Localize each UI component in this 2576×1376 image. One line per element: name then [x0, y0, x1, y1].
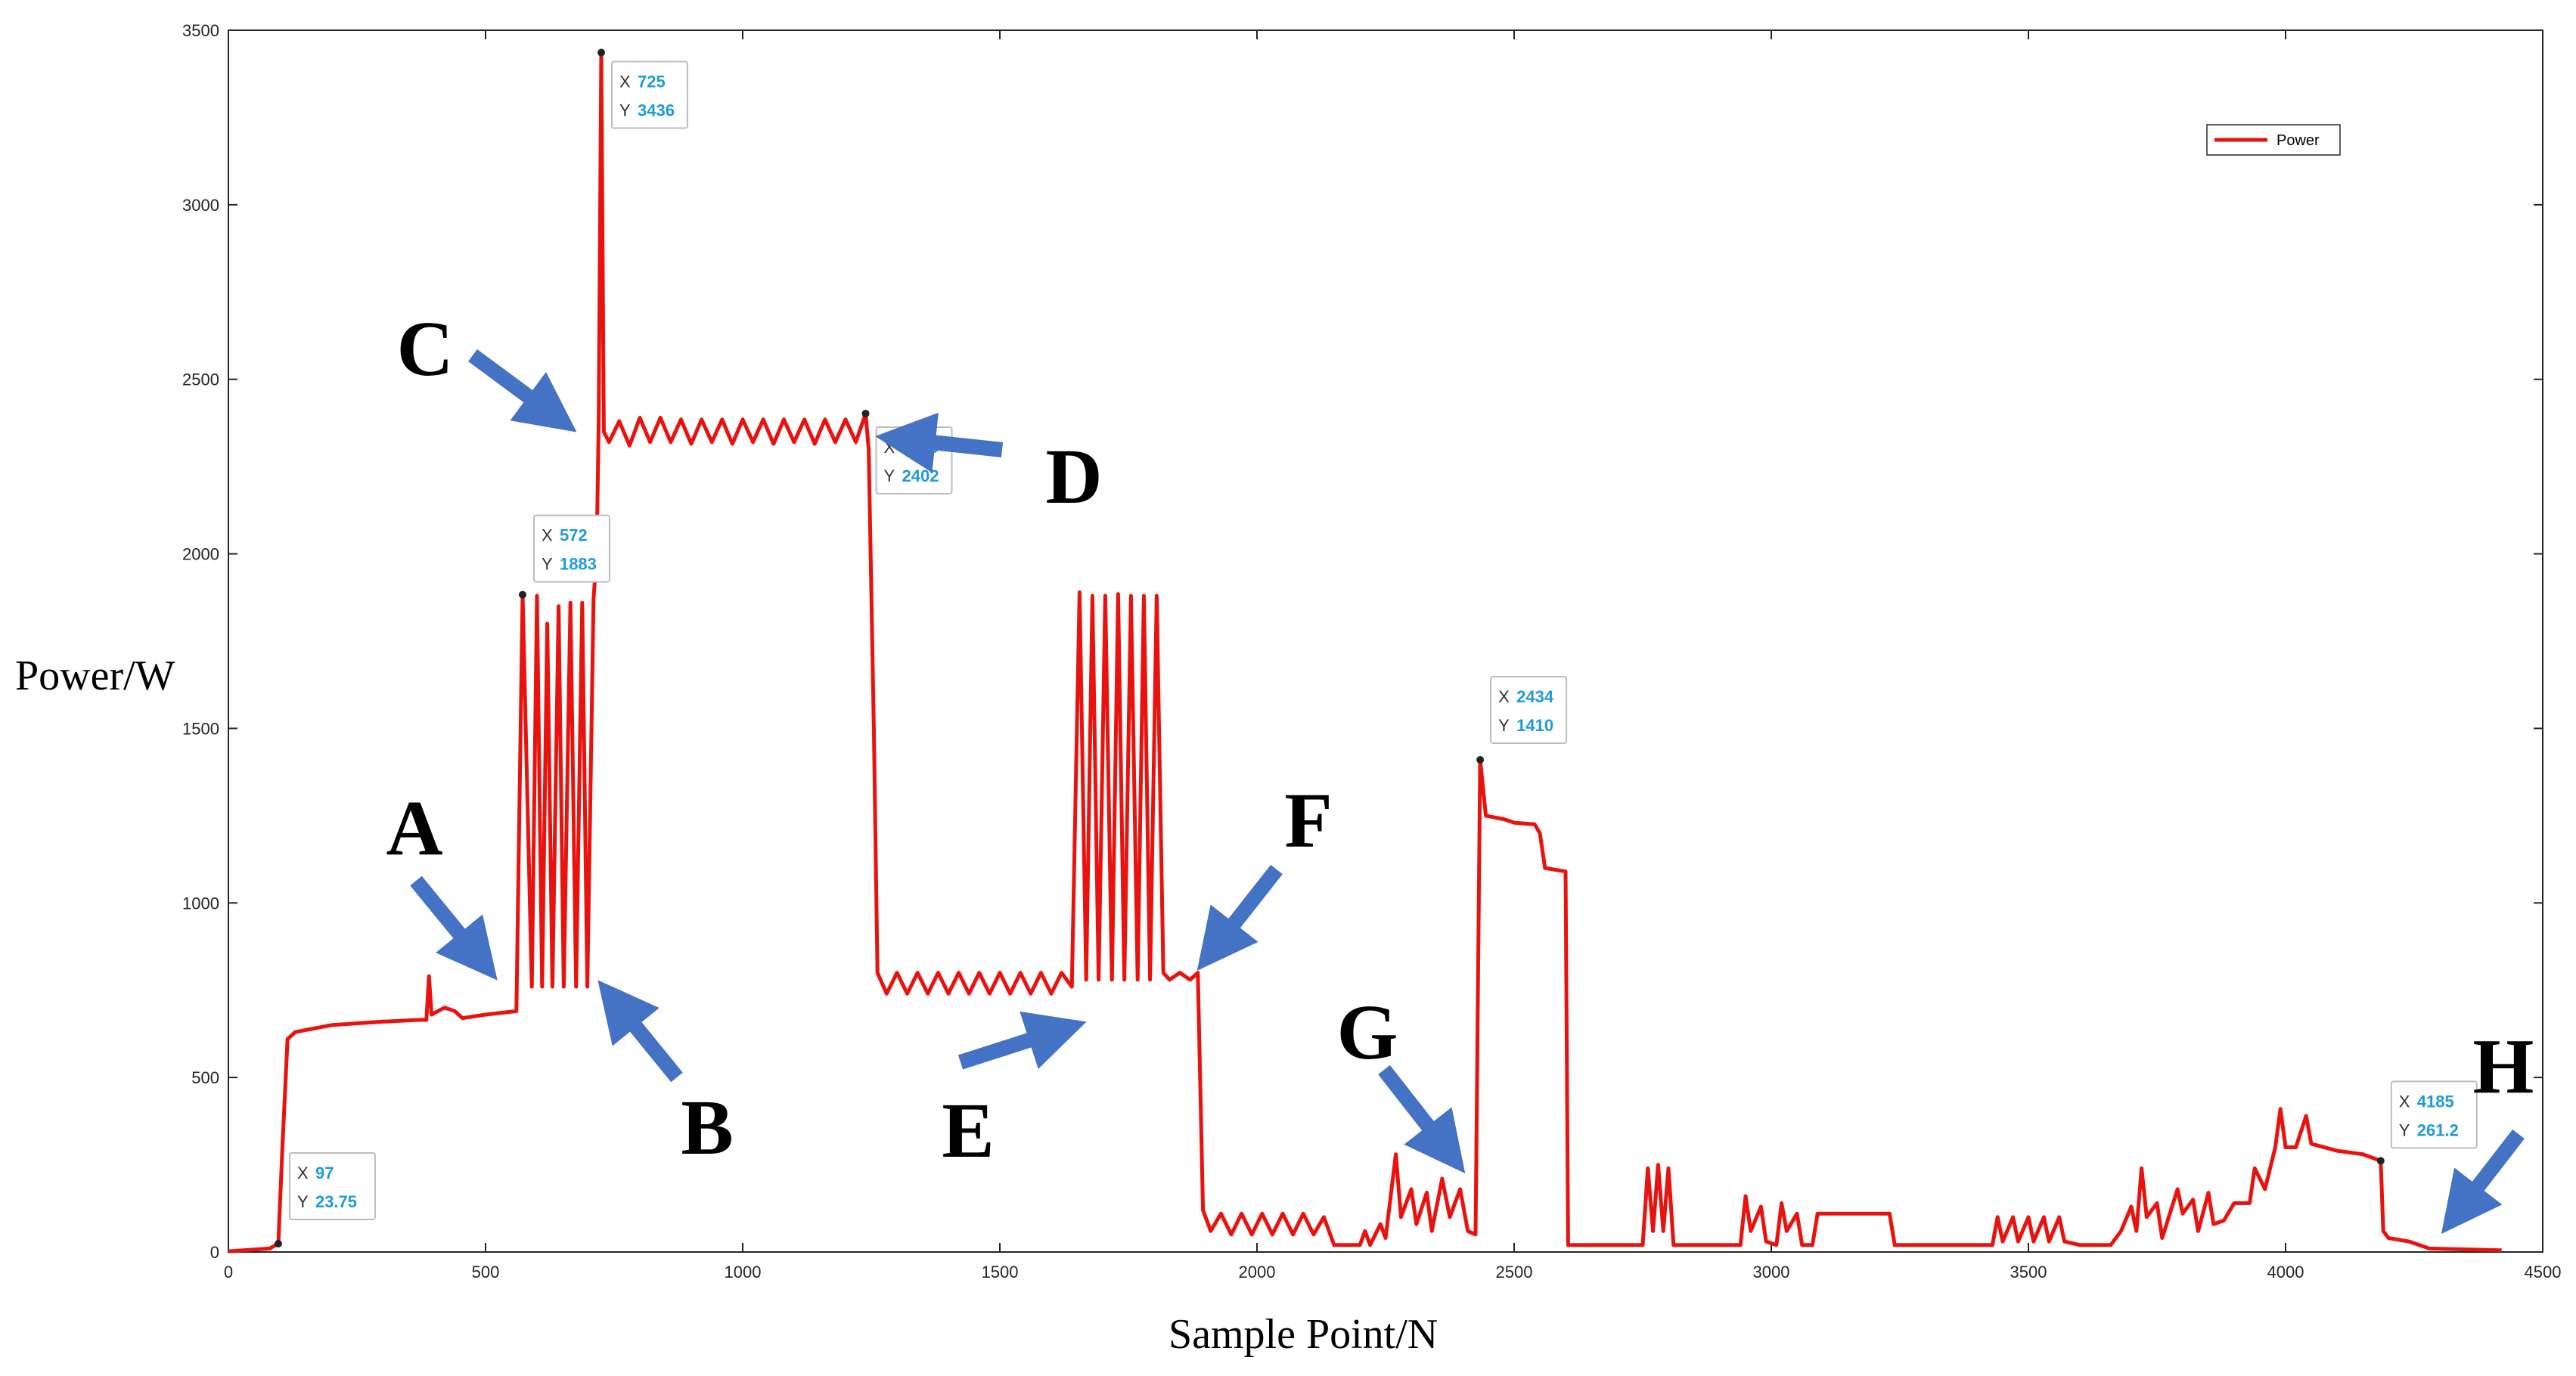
y-tick-label: 1500 — [182, 719, 219, 738]
y-tick-label: 500 — [191, 1068, 219, 1087]
y-tick-label: 0 — [210, 1243, 219, 1262]
power-series-line — [228, 51, 2502, 1254]
x-tick-label: 4000 — [2267, 1263, 2304, 1281]
data-tip-y-value: 2402 — [902, 466, 939, 485]
data-tip: X 4185 Y 261.2 — [2376, 1080, 2478, 1165]
legend: Power — [2206, 124, 2341, 156]
data-tip-dot — [274, 1240, 282, 1248]
x-tick-label: 500 — [472, 1263, 500, 1281]
data-tip-x-key: X — [884, 438, 895, 457]
y-tick-label: 2000 — [182, 545, 219, 564]
x-tick-label: 4500 — [2525, 1263, 2562, 1281]
data-tip-y-key: Y — [297, 1192, 309, 1211]
annotation-letter-h: H — [2473, 1023, 2534, 1110]
y-tick-label: 3000 — [182, 196, 219, 215]
annotation-letter-f: F — [1284, 777, 1333, 864]
data-tip-y-value: 3436 — [638, 101, 675, 120]
annotation-letter-g: G — [1337, 989, 1398, 1076]
data-tip-box — [288, 1152, 376, 1221]
annotation-letter-a: A — [386, 785, 442, 872]
annotation-letter-e: E — [942, 1087, 994, 1174]
data-tip: X 97 Y 23.75 — [274, 1152, 376, 1248]
data-tip-x-value: 725 — [638, 73, 666, 91]
x-tick-label: 0 — [224, 1263, 233, 1281]
x-axis-title: Sample Point/N — [1169, 1311, 1438, 1358]
data-tip-box — [1490, 675, 1568, 744]
plot-area — [228, 29, 2543, 1253]
data-tips: X97Y23.75X572Y1883X725Y3436X1239Y2402X24… — [274, 48, 2478, 1248]
annotation-arrow-a — [410, 875, 498, 981]
data-tip-y-key: Y — [1498, 716, 1510, 735]
data-tip-box — [611, 60, 688, 129]
data-tip-x-key: X — [297, 1164, 309, 1182]
data-tip-y-value: 261.2 — [2417, 1120, 2459, 1139]
y-tick-label: 2500 — [182, 370, 219, 389]
annotation-letter-c: C — [396, 305, 453, 392]
data-tip-x-key: X — [619, 73, 631, 91]
annotation-letters: A B C D E F G H — [386, 305, 2534, 1174]
data-tip: X 725 Y 3436 — [597, 48, 688, 129]
y-tick-label: 3500 — [182, 21, 219, 40]
data-tip-dot — [861, 409, 870, 417]
annotation-letter-d: D — [1045, 433, 1102, 520]
y-axis-title: Power/W — [15, 652, 175, 699]
annotation-arrow-f — [1196, 864, 1283, 972]
x-tick-label: 1000 — [725, 1263, 762, 1281]
x-tick-label: 2500 — [1496, 1263, 1533, 1281]
data-tip-box — [532, 514, 610, 583]
data-tip: X 2434 Y 1410 — [1476, 675, 1568, 764]
axis-tick-labels: 0 500 1000 1500 2000 2500 3000 3500 4000 4500 0 500… — [182, 21, 2561, 1281]
x-tick-label: 2000 — [1239, 1263, 1276, 1281]
data-tip-y-key: Y — [619, 101, 631, 120]
annotation-letter-b: B — [681, 1084, 733, 1171]
data-tip: X 572 Y 1883 — [518, 514, 610, 599]
data-tip-box — [2390, 1080, 2478, 1149]
y-tick-label: 1000 — [182, 894, 219, 913]
data-tip-y-key: Y — [542, 555, 553, 574]
data-tip-x-key: X — [542, 526, 553, 545]
data-tip-y-key: Y — [2399, 1120, 2410, 1139]
data-tip-x-key: X — [2399, 1092, 2410, 1111]
data-tip-y-value: 1883 — [560, 555, 597, 574]
data-tip-x-value: 97 — [315, 1164, 334, 1182]
legend-label: Power — [2277, 132, 2320, 149]
annotation-arrows — [410, 349, 2525, 1235]
data-tip-y-key: Y — [884, 466, 895, 485]
x-tick-label: 3500 — [2010, 1263, 2047, 1281]
data-tip-dot — [597, 48, 605, 57]
data-tip-dot — [1476, 755, 1485, 764]
x-tick-label: 1500 — [982, 1263, 1019, 1281]
annotation-arrow-d — [875, 412, 1004, 473]
data-tip-y-value: 23.75 — [315, 1192, 357, 1211]
annotation-arrow-e — [957, 1011, 1087, 1070]
annotation-arrow-h — [2441, 1129, 2525, 1235]
data-tip-x-value: 572 — [560, 526, 588, 545]
data-tip-x-value: 4185 — [2417, 1092, 2454, 1111]
data-tip-x-key: X — [1498, 687, 1510, 706]
x-tick-label: 3000 — [1753, 1263, 1790, 1281]
annotation-arrow-c — [468, 349, 577, 432]
data-tip-x-value: 2434 — [1516, 687, 1554, 706]
annotation-arrow-g — [1378, 1065, 1466, 1174]
annotation-arrow-b — [597, 980, 683, 1083]
data-tip-y-value: 1410 — [1516, 716, 1553, 735]
data-tip-dot — [2376, 1157, 2385, 1165]
data-tip-dot — [518, 590, 526, 599]
